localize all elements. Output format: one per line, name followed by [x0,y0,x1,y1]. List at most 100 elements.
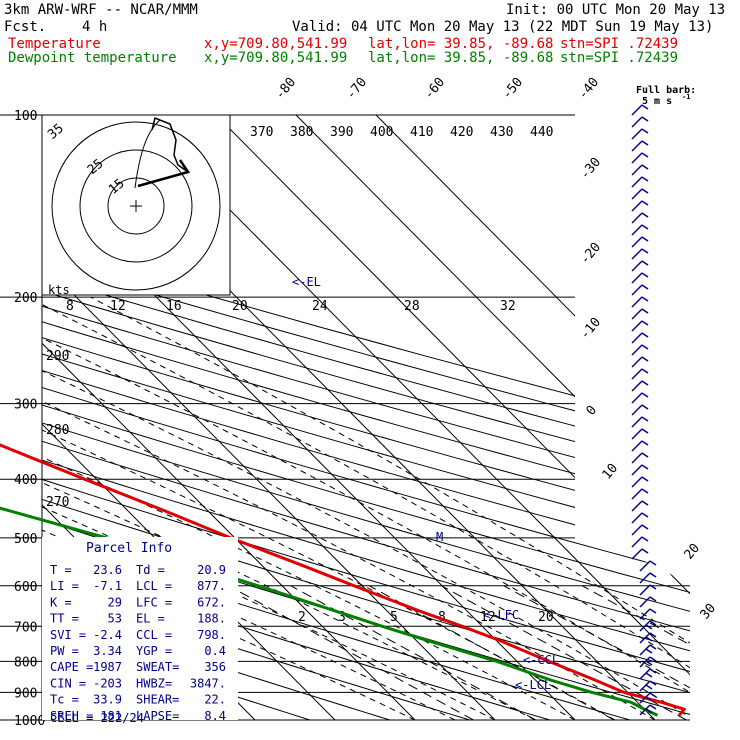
isotherm-line [348,115,690,720]
parcel-label: TT = [50,612,79,626]
hodograph-trace-bold [137,159,190,188]
parcel-label: SVI = [50,628,86,642]
speed-labels: 8 12 16 20 24 28 32 [66,299,516,314]
wind-barb [639,620,657,632]
temperature-xy: x,y=709.80,541.99 [204,36,348,52]
forecast-hours: 4 h [82,19,108,35]
mixing-ratio-label: 5 [390,610,398,625]
hodograph-ring-1 [79,149,193,263]
dry-adiabat [42,115,690,720]
parcel-value: -203 [93,676,122,690]
moist-adiabat [42,296,616,720]
isotherm-label: 10 [600,461,622,483]
wind-barb-column [631,104,657,716]
dry-adiabat [42,115,690,720]
wind-barb [631,236,649,248]
parcel-value: -2.4 [93,628,122,642]
lfc-marker: <-LFC [483,608,519,622]
parcel-value: 181 [100,709,122,723]
wind-barb [631,356,649,368]
parcel-label: SREH = [50,709,93,723]
wind-barb [631,548,649,560]
lcl-marker: <-LCL [515,678,551,692]
mixing-ratio-label: 2 [298,610,306,625]
isotherm-label: 0 [584,403,601,419]
theta-labels: 370 380 390 400 410 420 430 440 290 280 270 [46,125,553,510]
pressure-label-200: 200 [14,291,37,306]
pressure-label-100: 100 [14,109,37,124]
dry-adiabat [42,115,690,720]
wind-barb [631,536,649,548]
parcel-label: T = [50,563,72,577]
wind-barb [631,488,649,500]
parcel-info-background [42,537,238,720]
parcel-label: PW = [50,644,79,658]
parcel-cell: CELL = 222/24 [50,711,144,725]
speed-label-8: 8 [66,299,74,314]
parcel-value: 29 [108,595,122,609]
parcel-label: CAPE = [50,660,93,674]
parcel-value: 3847. [190,676,226,690]
isotherm-label: -40 [576,75,603,103]
ccl-marker: <-CCL [523,653,559,667]
dry-adiabat [42,115,690,720]
pressure-label-400: 400 [14,473,37,488]
parcel-label: Td = [136,563,165,577]
pressure-label-900: 900 [14,686,37,701]
hodograph-inset: 15 25 35 kts [41,114,231,297]
wind-barb [631,500,649,512]
dry-adiabat [42,115,690,720]
speed-label-16: 16 [166,299,182,314]
dry-adiabat [42,115,690,720]
dry-adiabat [42,115,690,720]
speed-label-12: 12 [110,299,126,314]
wind-barb [631,116,649,128]
parcel-info-box: Parcel Info T = 23.6 Td = 20.9 LI = -7.1 LCL =… [42,537,238,725]
isotherm-label: 20 [682,541,704,563]
theta-label: 400 [370,125,393,140]
wind-barb [639,632,657,644]
isotherm-line [42,115,349,720]
full-barb-label: Full barb: [636,85,696,96]
barb-unit-label: 5 m s [642,96,672,107]
dewpoint-legend: Dewpoint temperature [8,50,177,66]
theta-label: 380 [290,125,313,140]
hodograph-ring-3 [51,121,221,291]
wind-barb [631,296,649,308]
dry-adiabat [42,115,690,720]
isotherm-line [188,115,690,720]
isotherm-labels: -80 -70 -60 -50 -40 -30 -20 -10 0 10 20 30 [273,75,720,623]
parcel-label: LAPSE= [136,709,179,723]
wind-barb [631,440,649,452]
wind-barb [631,164,649,176]
hodograph-arc [134,119,161,189]
wind-barb [639,572,657,584]
wind-barb [631,512,649,524]
parcel-info-rows: T = 23.6 Td = 20.9 LI = -7.1 LCL = 877. K = 29 LFC… [50,563,226,723]
theta-label: 440 [530,125,553,140]
wind-barb [631,260,649,272]
parcel-value: 188. [197,612,226,626]
wind-barb [631,344,649,356]
wind-barb [631,308,649,320]
mixing-ratio-line [290,585,536,720]
parcel-label: CIN = [50,676,86,690]
theta-label-low: 280 [46,423,69,438]
parcel-value: 0.4 [204,644,226,658]
m-marker: M [436,530,443,544]
barb-unit-exponent: -1 [682,93,690,101]
wind-barb [631,452,649,464]
wind-barb [631,380,649,392]
wind-barb [631,200,649,212]
moist-adiabat [42,296,576,720]
wind-barb [631,152,649,164]
isotherm-label: -20 [578,240,605,268]
parcel-value: 3.34 [93,644,122,658]
parcel-value: -7.1 [93,579,122,593]
wind-barb [631,248,649,260]
isotherm-line [268,115,690,720]
pressure-label-800: 800 [14,655,37,670]
isotherm-label: -60 [422,75,449,103]
wind-barb [639,704,657,716]
theta-label: 390 [330,125,353,140]
